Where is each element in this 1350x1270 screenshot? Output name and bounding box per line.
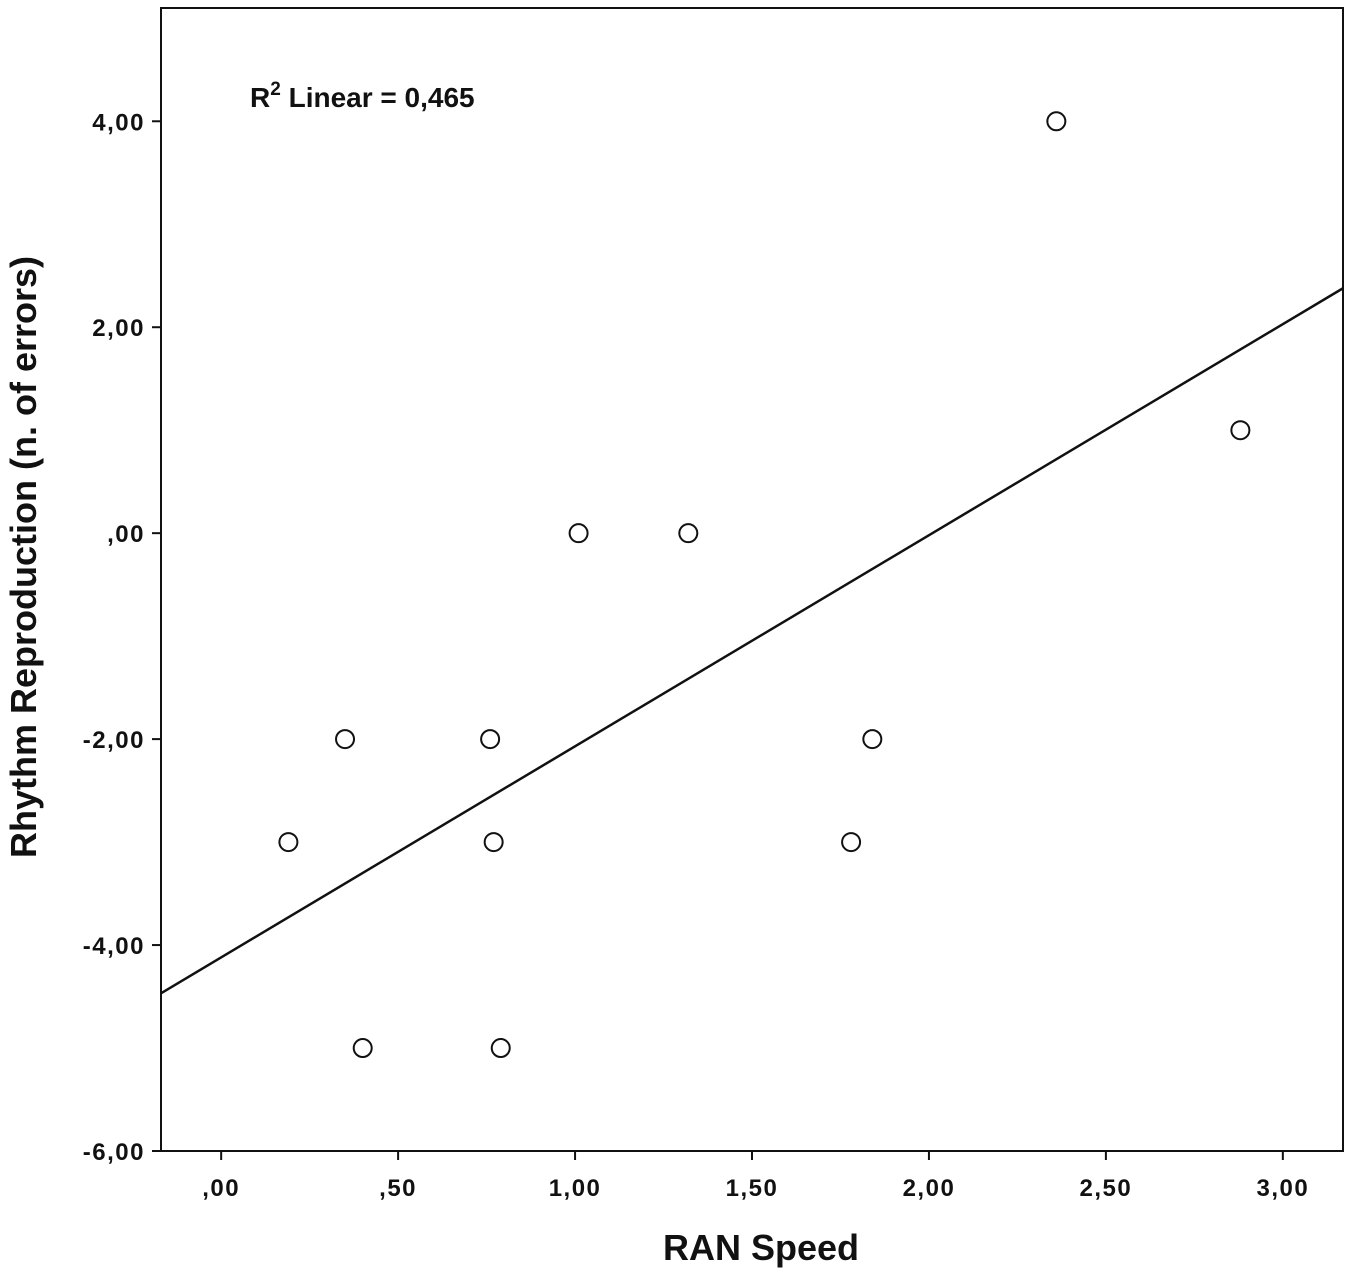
data-point bbox=[480, 729, 501, 750]
y-axis-title: Rhythm Reproduction (n. of errors) bbox=[3, 256, 44, 858]
x-tick-label: 3,00 bbox=[1256, 1175, 1309, 1202]
x-tick-label: 1,50 bbox=[726, 1175, 779, 1202]
data-point bbox=[483, 832, 504, 853]
x-tick-label: ,00 bbox=[202, 1175, 240, 1202]
x-tick-label: 1,00 bbox=[549, 1175, 602, 1202]
r-label: R bbox=[250, 82, 270, 113]
r-superscript: 2 bbox=[270, 79, 281, 100]
r-squared-annotation: R2 Linear = 0,465 bbox=[250, 79, 475, 113]
r-linear-text: Linear = 0,465 bbox=[281, 82, 475, 113]
x-axis-title: RAN Speed bbox=[663, 1227, 859, 1268]
data-point bbox=[352, 1038, 373, 1059]
fit-line-layer bbox=[160, 287, 1344, 995]
data-point bbox=[278, 832, 299, 853]
x-tick-label: 2,00 bbox=[903, 1175, 956, 1202]
y-tick-label: -6,00 bbox=[83, 1139, 145, 1166]
data-point bbox=[862, 729, 883, 750]
y-tick-label: -4,00 bbox=[83, 933, 145, 960]
data-point bbox=[1230, 420, 1251, 441]
data-point bbox=[678, 523, 699, 544]
data-point bbox=[841, 832, 862, 853]
y-axis: 4,00 2,00 ,00 -2,00 -4,00 -6,00 bbox=[83, 109, 161, 1166]
x-axis: ,00 ,50 1,00 1,50 2,00 2,50 3,00 bbox=[202, 1151, 1309, 1202]
linear-fit-line bbox=[160, 287, 1344, 995]
y-tick-label: 4,00 bbox=[92, 109, 145, 136]
x-tick-label: ,50 bbox=[379, 1175, 417, 1202]
y-tick-label: -2,00 bbox=[83, 727, 145, 754]
y-tick-label: 2,00 bbox=[92, 315, 145, 342]
y-tick-label: ,00 bbox=[107, 521, 145, 548]
plot-border bbox=[160, 7, 1344, 1152]
data-point bbox=[490, 1038, 511, 1059]
data-point bbox=[568, 523, 589, 544]
data-point bbox=[335, 729, 356, 750]
x-tick-label: 2,50 bbox=[1080, 1175, 1133, 1202]
points-layer bbox=[278, 111, 1251, 1059]
plot-frame bbox=[160, 7, 1344, 1152]
data-point bbox=[1046, 111, 1067, 132]
